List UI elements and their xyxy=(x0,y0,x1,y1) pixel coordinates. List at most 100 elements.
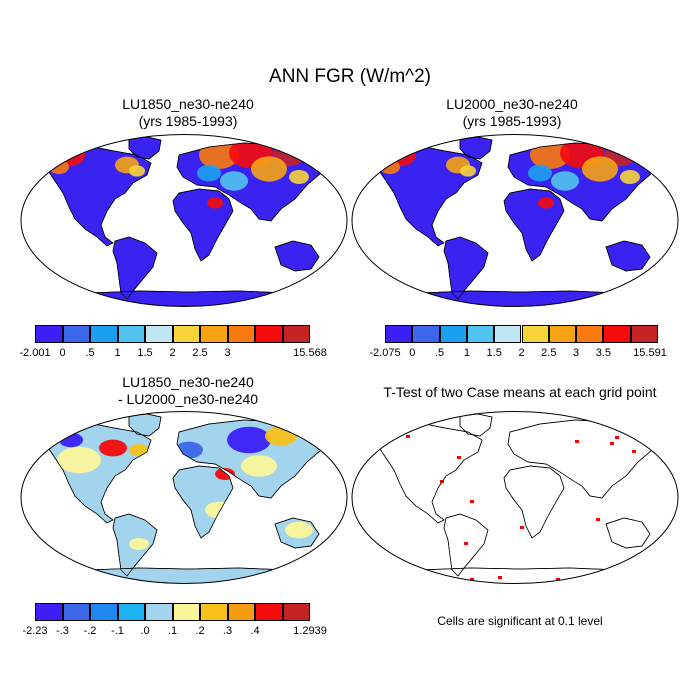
warm-region xyxy=(289,170,309,184)
colorbar-swatch xyxy=(385,325,413,343)
colorbar-swatch xyxy=(255,603,283,621)
significant-cell xyxy=(610,442,614,445)
colorbar-swatch xyxy=(200,603,228,621)
warm-region xyxy=(384,143,416,167)
colorbar-swatch xyxy=(145,603,173,621)
warm-region xyxy=(528,164,552,182)
warm-region xyxy=(197,164,221,182)
colorbar-swatch xyxy=(117,325,145,343)
colorbar-swatch xyxy=(172,603,200,621)
colorbar-swatch xyxy=(282,603,310,621)
colorbar-tick-label: 1.5 xyxy=(486,347,502,359)
colorbar-tick-label: 2.5 xyxy=(541,347,557,359)
colorbar-panel-2: -2.075 0 .5 1 1.5 2 2.5 3 3.5 15.591 xyxy=(369,325,667,359)
colorbar-tick-label: 1.5 xyxy=(137,347,153,359)
significant-cell xyxy=(470,578,474,581)
colorbar-swatch xyxy=(172,325,200,343)
significant-cell xyxy=(457,456,461,459)
warm-region xyxy=(530,141,570,169)
colorbar-tick-label: 1.2939 xyxy=(293,625,327,637)
colorbar-tick-label: 15.568 xyxy=(293,347,327,359)
significance-note: Cells are significant at 0.1 level xyxy=(437,614,603,628)
colorbar-tick-label: .5 xyxy=(435,347,445,359)
warm-region xyxy=(207,197,223,209)
warm-region xyxy=(53,143,85,167)
significant-cell xyxy=(406,435,410,438)
colorbar-tick-label: 2.5 xyxy=(192,347,208,359)
map-panel-1 xyxy=(20,134,348,307)
colorbar-tick-label: -.1 xyxy=(111,625,124,637)
colorbar-swatch xyxy=(35,325,63,343)
difference-region xyxy=(129,444,149,456)
colorbar-tick-label: 15.591 xyxy=(633,347,667,359)
colorbar-swatch xyxy=(35,603,63,621)
warm-region xyxy=(199,141,239,169)
difference-region xyxy=(129,538,149,550)
significant-cell xyxy=(498,576,502,579)
colorbar-swatch xyxy=(145,325,173,343)
colorbar-swatch xyxy=(521,325,549,343)
warm-region xyxy=(49,160,69,174)
continent-africa xyxy=(503,188,565,262)
colorbar-swatch xyxy=(227,325,255,343)
colorbar-swatch xyxy=(255,325,283,343)
colorbar-swatch xyxy=(62,603,90,621)
warm-region xyxy=(129,165,145,177)
continent-antarctica xyxy=(379,567,651,584)
colorbar-swatch xyxy=(282,325,310,343)
colorbar-tick-label: .5 xyxy=(85,347,95,359)
colorbar-tick-label: 3 xyxy=(573,347,580,359)
significant-cell xyxy=(575,440,579,443)
difference-region xyxy=(205,501,233,519)
map-border xyxy=(351,134,679,307)
warm-region xyxy=(551,171,579,191)
map-border xyxy=(20,411,348,584)
difference-region xyxy=(183,478,223,502)
colorbar-tick-label: 3.5 xyxy=(595,347,612,359)
significant-cell xyxy=(596,518,600,521)
warm-region xyxy=(538,197,554,209)
colorbar-tick-label: 1 xyxy=(463,347,470,359)
difference-region xyxy=(99,439,127,457)
colorbar-tick-label: .3 xyxy=(222,625,233,637)
continent-antarctica xyxy=(48,567,320,584)
map-border xyxy=(20,134,348,307)
panel-3-title: LU1850_ne30-ne240 - LU2000_ne30-ne240 xyxy=(117,374,259,407)
colorbar-tick-label: -.3 xyxy=(56,625,69,637)
difference-region xyxy=(175,441,203,459)
continent-africa xyxy=(503,465,565,539)
panel-4-title: T-Test of two Case means at each grid po… xyxy=(383,384,657,400)
colorbar-swatch xyxy=(62,325,90,343)
colorbar-tick-label: 0 xyxy=(59,347,66,359)
difference-region xyxy=(227,426,271,454)
colorbar-swatch xyxy=(200,325,228,343)
warm-region xyxy=(380,160,400,174)
colorbar-swatch xyxy=(630,325,658,343)
colorbar-swatch xyxy=(576,325,604,343)
colorbar-tick-label: .4 xyxy=(250,625,260,637)
colorbar-tick-label: 2 xyxy=(169,347,176,359)
continent-greenland xyxy=(459,413,493,437)
significant-cell xyxy=(615,436,619,439)
panel-2-title: LU2000_ne30-ne240 (yrs 1985-1993) xyxy=(446,96,578,129)
colorbar-tick-label: 3 xyxy=(224,347,231,359)
colorbar-tick-label: -2.23 xyxy=(22,625,48,637)
panel-1-title: LU1850_ne30-ne240 (yrs 1985-1993) xyxy=(122,96,254,129)
warm-region xyxy=(251,156,287,182)
map-panel-2 xyxy=(351,134,679,307)
colorbar-swatch xyxy=(548,325,577,343)
warm-region xyxy=(460,165,476,177)
colorbar-swatch xyxy=(412,325,440,343)
colorbar-tick-label: .2 xyxy=(195,625,205,637)
colorbar-swatch xyxy=(439,325,467,343)
colorbar-swatch xyxy=(90,603,118,621)
colorbar-tick-label: .1 xyxy=(167,625,178,637)
colorbar-swatch xyxy=(603,325,631,343)
warm-region xyxy=(620,170,640,184)
continent-south-america xyxy=(112,236,158,300)
colorbar-tick-label: -2.001 xyxy=(19,347,51,359)
colorbar-swatch xyxy=(466,325,495,343)
continent-south-america xyxy=(443,236,489,300)
significant-cell xyxy=(464,542,468,545)
difference-region xyxy=(285,521,313,539)
